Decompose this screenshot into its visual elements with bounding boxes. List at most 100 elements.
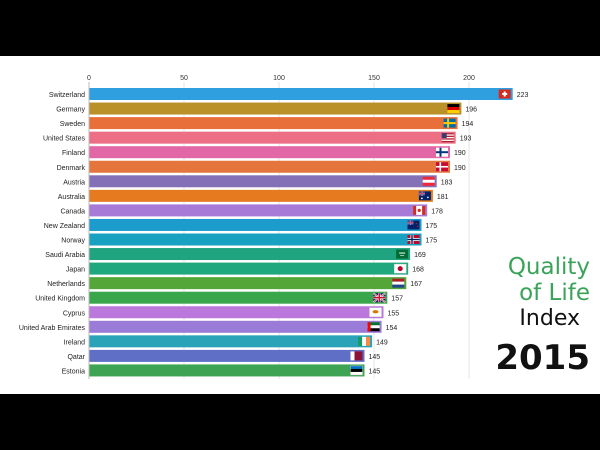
netherlands-flag-icon xyxy=(392,278,405,288)
bar xyxy=(89,218,422,231)
value-label: 145 xyxy=(369,354,381,361)
value-label: 149 xyxy=(376,339,388,346)
flag-part xyxy=(367,325,380,329)
flag-part xyxy=(418,193,425,194)
flag-part xyxy=(367,322,371,332)
japan-flag-icon xyxy=(394,263,407,274)
flag-part xyxy=(415,222,418,225)
flag-part xyxy=(392,278,405,282)
flag-part xyxy=(422,179,435,183)
title-of-life: of Life xyxy=(519,280,590,306)
flag-part xyxy=(369,307,382,317)
bar xyxy=(89,160,450,173)
chart-stage: 0 50 100 150 200 Switzerland 223 Germany 196 Swed… xyxy=(0,56,600,394)
flag-part xyxy=(392,284,405,288)
flag-part xyxy=(422,182,435,186)
category-label: Finland xyxy=(62,150,85,157)
flag-part xyxy=(447,104,460,108)
bar xyxy=(89,102,462,115)
flag-part xyxy=(441,135,454,138)
value-label: 175 xyxy=(426,238,438,245)
value-label: 157 xyxy=(391,296,403,303)
estonia-flag-icon xyxy=(350,365,363,376)
bar xyxy=(89,320,382,333)
flag-part xyxy=(394,263,407,274)
value-label: 181 xyxy=(437,194,449,201)
value-label: 194 xyxy=(462,121,474,128)
flag-part xyxy=(447,107,460,111)
flag-part xyxy=(396,249,409,259)
norway-flag-icon xyxy=(407,235,420,244)
flag-part xyxy=(441,133,447,139)
value-label: 168 xyxy=(412,267,424,274)
finland-flag-icon xyxy=(436,147,448,157)
flag-part xyxy=(397,266,403,272)
bar xyxy=(89,233,422,246)
flag-part xyxy=(441,134,454,136)
category-label: Japan xyxy=(66,267,85,274)
value-label: 178 xyxy=(431,208,443,215)
bar xyxy=(89,364,365,377)
category-label: Norway xyxy=(61,238,85,245)
ireland-flag-icon xyxy=(358,336,371,346)
new-zealand-flag-icon xyxy=(407,220,420,230)
value-label: 190 xyxy=(454,165,466,172)
flag-part xyxy=(366,336,371,346)
flag-part xyxy=(421,197,423,200)
bar xyxy=(89,117,458,130)
flag-part xyxy=(436,151,448,154)
flag-part xyxy=(441,139,454,141)
title-year: 2015 xyxy=(495,338,590,378)
title-index: Index xyxy=(519,306,580,331)
category-label: Sweden xyxy=(60,121,85,128)
value-label: 190 xyxy=(454,150,466,157)
title-quality: Quality xyxy=(507,254,590,280)
flag-part xyxy=(350,351,355,361)
flag-part xyxy=(422,176,435,180)
flag-part xyxy=(441,138,454,140)
category-label: Austria xyxy=(63,179,85,186)
category-label: Germany xyxy=(56,107,85,114)
australia-flag-icon xyxy=(418,191,431,201)
category-label: Canada xyxy=(60,208,85,215)
flag-part xyxy=(416,225,419,228)
category-label: Netherlands xyxy=(47,281,85,288)
flag-part xyxy=(350,365,363,376)
flag-part xyxy=(358,336,363,346)
bar xyxy=(89,88,513,100)
flag-part xyxy=(373,297,386,299)
bar xyxy=(89,277,407,290)
x-tick-label: 200 xyxy=(463,75,475,82)
switzerland-flag-icon xyxy=(498,89,511,99)
value-label: 155 xyxy=(388,310,400,317)
bar xyxy=(89,349,365,362)
flag-part xyxy=(413,205,417,215)
flag-part xyxy=(427,196,429,199)
value-label: 223 xyxy=(517,92,529,99)
flag-part xyxy=(372,310,379,314)
united-states-flag-icon xyxy=(441,133,454,143)
value-label: 193 xyxy=(460,136,472,143)
category-label: Saudi Arabia xyxy=(45,252,85,259)
value-label: 196 xyxy=(465,107,477,114)
qatar-flag-icon xyxy=(350,351,363,361)
flag-part xyxy=(407,238,420,241)
category-label: Cyprus xyxy=(63,310,86,317)
bar xyxy=(89,248,411,261)
flag-part xyxy=(441,133,454,135)
denmark-flag-icon xyxy=(436,162,448,172)
value-label: 175 xyxy=(426,223,438,230)
bar xyxy=(89,189,433,202)
canada-flag-icon xyxy=(413,205,426,215)
saudi-arabia-flag-icon xyxy=(396,249,409,259)
bar xyxy=(89,204,428,217)
bar xyxy=(89,175,437,188)
x-tick-label: 100 xyxy=(273,75,285,82)
united-kingdom-flag-icon xyxy=(372,292,386,303)
x-tick-label: 50 xyxy=(180,75,188,82)
flag-part xyxy=(447,110,460,114)
x-tick-label: 0 xyxy=(87,75,91,82)
uae-flag-icon xyxy=(367,322,380,332)
flag-part xyxy=(436,165,448,168)
flag-part xyxy=(362,336,367,346)
